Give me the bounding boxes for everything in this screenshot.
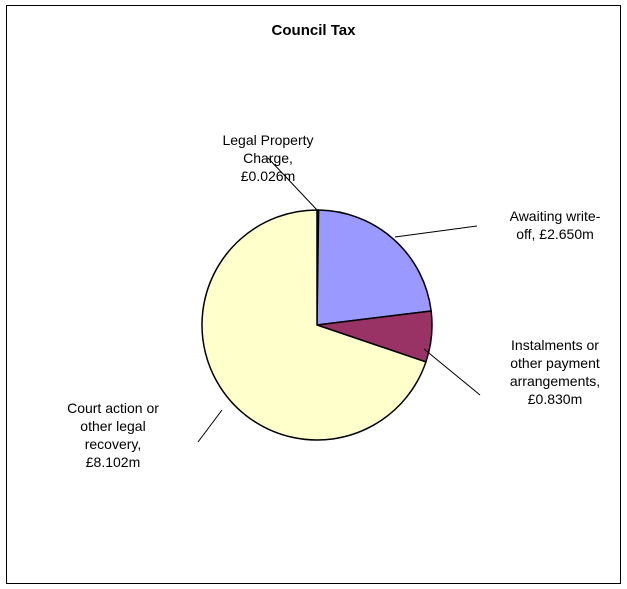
data-label-line: other legal: [80, 418, 145, 434]
data-label-line: £0.830m: [528, 391, 582, 407]
data-label: Awaiting write-off, £2.650m: [510, 208, 601, 242]
data-label-line: recovery,: [85, 436, 142, 452]
chart-title: Council Tax: [271, 22, 356, 39]
data-label: Court action or other legal recovery, £8.10…: [67, 400, 159, 470]
leader-line: [394, 225, 478, 238]
data-label-line: other payment: [510, 355, 600, 371]
data-label-line: £8.102m: [86, 454, 140, 470]
pie-slice-awaiting-write-off: [316, 209, 432, 326]
leader-line: [197, 409, 223, 443]
data-label-line: Legal Property: [222, 132, 313, 148]
data-labels-layer: Legal Property Charge, £0.026m Awaiting wri…: [67, 132, 601, 470]
leader-line: [423, 348, 481, 396]
data-label-line: off, £2.650m: [516, 226, 594, 242]
data-label: Legal Property Charge, £0.026m: [222, 132, 313, 184]
data-label-line: Instalments or: [511, 337, 599, 353]
data-label-line: Awaiting write-: [510, 208, 601, 224]
slices-layer: [201, 209, 433, 441]
pie-slice-court-action-or-other-legal-recovery: [201, 209, 427, 441]
data-label: Instalments or other payment arrangements,…: [510, 337, 600, 407]
leader-line: [267, 157, 319, 212]
leader-lines-layer: [197, 157, 481, 443]
data-label-line: £0.026m: [241, 168, 295, 184]
data-label-line: Court action or: [67, 400, 159, 416]
data-label-line: arrangements,: [510, 373, 600, 389]
data-label-line: Charge,: [243, 150, 293, 166]
